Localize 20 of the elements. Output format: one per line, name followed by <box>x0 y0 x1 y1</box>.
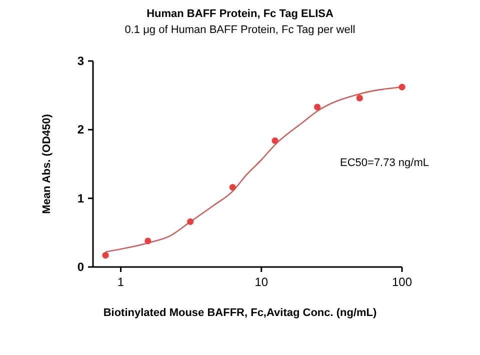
point <box>229 184 236 191</box>
y-tick-label: 0 <box>77 260 84 274</box>
y-tick-label: 2 <box>77 122 84 137</box>
annotation: EC50=7.73 ng/mL <box>340 157 429 169</box>
y-tick-label: 3 <box>77 54 84 68</box>
y-axis-title: Mean Abs. (OD450) <box>41 114 53 214</box>
chart-title: Human BAFF Protein, Fc Tag ELISA <box>146 8 334 20</box>
point <box>356 94 363 102</box>
x-axis-title: Biotinylated Mouse BAFFR, Fc,Avitag Conc. (ng/mL) <box>103 307 378 319</box>
x-tick-label: 10 <box>254 275 268 289</box>
y-tick-label: 1 <box>77 191 84 206</box>
x-tick-label: 1 <box>117 275 124 289</box>
point <box>102 252 109 259</box>
point <box>398 84 406 90</box>
x-tick-label: 100 <box>392 275 412 289</box>
point <box>144 238 152 244</box>
point <box>272 137 278 144</box>
point <box>187 218 194 225</box>
chart-subtitle: 0.1 μg of Human BAFF Protein, Fc Tag per well <box>124 24 356 36</box>
point <box>314 104 321 110</box>
